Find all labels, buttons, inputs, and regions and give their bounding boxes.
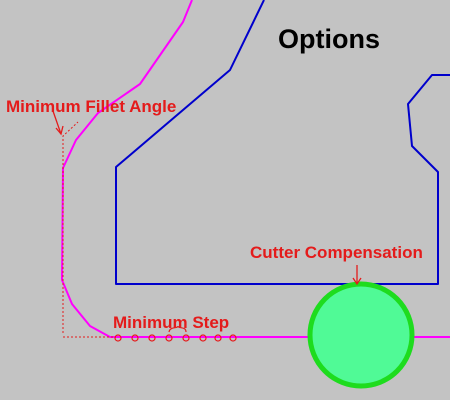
step-marker-icon bbox=[131, 334, 139, 342]
minimum-step-label: Minimum Step bbox=[113, 313, 229, 332]
cutter-compensation-label: Cutter Compensation bbox=[250, 243, 423, 262]
step-bracket bbox=[168, 325, 187, 333]
step-marker-icon bbox=[214, 334, 222, 342]
fillet-angle-guide bbox=[62, 121, 79, 333]
fillet-angle-label: Minimum Fillet Angle bbox=[6, 97, 176, 116]
step-marker-icon bbox=[199, 334, 207, 342]
part-boundary-left bbox=[115, 0, 450, 285]
step-marker-icon bbox=[114, 334, 122, 342]
arrow-icon bbox=[352, 265, 362, 286]
arrow-icon bbox=[52, 110, 64, 136]
cutter-circle-icon bbox=[307, 281, 415, 389]
step-markers bbox=[114, 334, 237, 342]
step-marker-icon bbox=[148, 334, 156, 342]
page-title: Options bbox=[278, 24, 380, 54]
step-marker-icon bbox=[229, 334, 237, 342]
step-marker-icon bbox=[165, 334, 173, 342]
step-marker-icon bbox=[182, 334, 190, 342]
part-boundary bbox=[115, 0, 450, 285]
toolpath bbox=[61, 0, 450, 338]
